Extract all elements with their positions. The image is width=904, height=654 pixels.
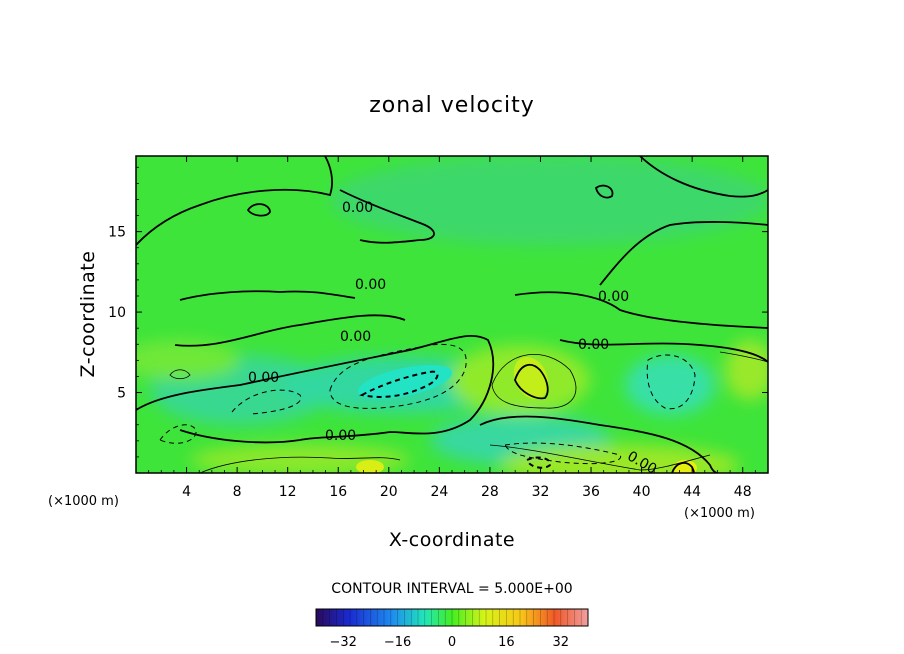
colorbar-tick-label: −32: [329, 635, 356, 650]
x-units-right: (×1000 m): [684, 506, 755, 521]
x-tick-label: 48: [734, 484, 752, 500]
zero-contour-island-2: [594, 184, 614, 199]
negative-contour-inner: [359, 370, 439, 398]
x-tick-label: 20: [380, 484, 398, 500]
contour-label: 0.00: [340, 329, 371, 345]
contour-interval: CONTOUR INTERVAL = 5.000E+00: [331, 581, 572, 597]
negative-contour-small: [525, 456, 552, 469]
positive-contour-center: [491, 354, 577, 409]
x-tick-label: 16: [329, 484, 347, 500]
colorbar-ticks: −32 −16 0 16 32: [329, 635, 569, 650]
y-axis-ticks: 5 10 15: [108, 166, 768, 458]
contour-label: 0.00: [342, 200, 373, 216]
zero-contour-island: [246, 203, 271, 217]
shade-positive-bottom-left: [190, 444, 410, 473]
contour-label: 0.00: [325, 428, 356, 444]
colorbar-tick-label: 16: [498, 635, 515, 650]
x-tick-label: 12: [279, 484, 297, 500]
contour-label: 0.00: [248, 370, 279, 386]
x-tick-label: 4: [182, 484, 191, 500]
x-units-left: (×1000 m): [48, 494, 119, 509]
x-axis-label: X-coordinate: [389, 529, 515, 551]
positive-contour-small: [169, 369, 191, 380]
y-tick-label: 10: [108, 305, 126, 321]
zero-contour-top-right: [639, 156, 768, 198]
zero-contour-center: [174, 314, 406, 347]
colorbar-tick-label: 0: [448, 635, 456, 650]
x-tick-label: 44: [683, 484, 701, 500]
contour-label: 0.00: [578, 337, 609, 353]
negative-contour-core: [329, 343, 467, 409]
negative-contours: [159, 343, 696, 469]
x-tick-label: 36: [582, 484, 600, 500]
colorbar-segments: [322, 609, 582, 626]
zero-contour-mid-left: [179, 290, 356, 301]
negative-contour-left: [231, 389, 302, 415]
core-positive-bottom-left: [356, 460, 384, 473]
y-tick-label: 15: [108, 225, 126, 241]
plot-area: 0.00 0.00 0.00 0.00 0.00 0.00 0.00 0.00: [136, 156, 768, 473]
colorbar-gradient: [315, 608, 589, 627]
x-tick-label: 24: [430, 484, 448, 500]
contour-label: 0.00: [355, 277, 386, 293]
core-negative: [357, 365, 453, 399]
x-tick-label: 40: [633, 484, 651, 500]
zero-contour-right: [599, 221, 768, 286]
negative-contour-lower: [504, 442, 622, 465]
zero-contour-lower-right: [479, 415, 719, 473]
x-axis-ticks: 4 8 12 16 20 24 28 32 36 40 44 48: [148, 156, 756, 500]
colorbar: −32 −16 0 16 32: [315, 608, 589, 650]
contour-label: 0.00: [598, 289, 629, 305]
colorbar-tick-label: −16: [384, 635, 411, 650]
shade-positive-left: [136, 340, 240, 380]
zero-contour-right-mid: [559, 339, 768, 363]
zero-contour-upper-left: [136, 156, 333, 246]
zero-contour-positive-core: [514, 363, 549, 400]
zero-contour-upper-center: [339, 189, 435, 244]
positive-contour-bottom-left: [199, 456, 401, 473]
positive-contour-bottom: [489, 444, 711, 471]
zero-contour-mid-right: [514, 291, 768, 329]
negative-contour-right: [646, 354, 696, 410]
positive-contours: [169, 351, 768, 473]
x-tick-label: 8: [233, 484, 242, 500]
y-tick-label: 5: [117, 386, 126, 402]
shade-negative-right: [625, 355, 715, 415]
chart-title: zonal velocity: [369, 93, 535, 118]
x-tick-label: 32: [532, 484, 550, 500]
positive-contour-right-edge: [719, 351, 768, 363]
colorbar-tick-label: 32: [553, 635, 570, 650]
shade-upper: [330, 156, 768, 245]
x-tick-label: 28: [481, 484, 499, 500]
y-axis-label: Z-coordinate: [77, 251, 99, 378]
zero-contour-lower-band: [136, 334, 495, 444]
